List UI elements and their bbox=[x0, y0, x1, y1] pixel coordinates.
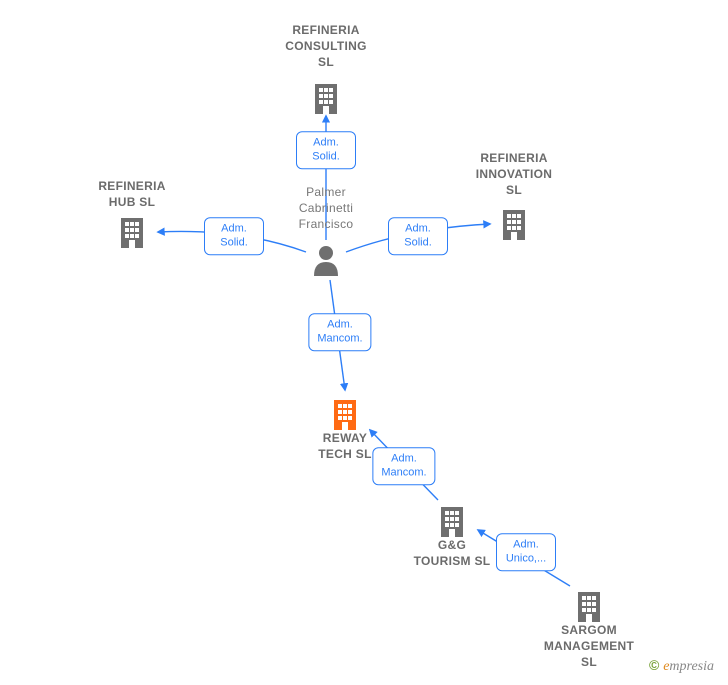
node-refineria-consulting[interactable]: REFINERIA CONSULTING SL bbox=[261, 22, 391, 71]
node-gg-tourism[interactable]: G&G TOURISM SL bbox=[387, 537, 517, 569]
node-label: SARGOM MANAGEMENT SL bbox=[524, 622, 654, 671]
person-icon bbox=[261, 244, 391, 276]
node-sargom[interactable]: SARGOM MANAGEMENT SL bbox=[524, 622, 654, 671]
watermark: © empresia bbox=[649, 657, 714, 675]
node-label: G&G TOURISM SL bbox=[387, 537, 517, 569]
edge-label-reway: Adm. Mancom. bbox=[308, 313, 371, 351]
copyright-symbol: © bbox=[649, 657, 659, 673]
node-icon-refineria-consulting[interactable] bbox=[261, 78, 391, 120]
node-label: REFINERIA HUB SL bbox=[67, 178, 197, 210]
building-icon bbox=[387, 505, 517, 539]
node-label: REFINERIA CONSULTING SL bbox=[261, 22, 391, 71]
building-icon bbox=[67, 216, 197, 250]
node-icon-person[interactable] bbox=[261, 240, 391, 280]
edge-label-hub: Adm. Solid. bbox=[204, 217, 264, 255]
node-icon-refineria-innovation[interactable] bbox=[449, 204, 579, 246]
diagram-canvas: Adm. Solid. Adm. Solid. Adm. Solid. Adm.… bbox=[0, 0, 728, 685]
node-refineria-innovation[interactable]: REFINERIA INNOVATION SL bbox=[449, 150, 579, 199]
brand-rest: mpresia bbox=[669, 659, 714, 674]
building-icon bbox=[261, 82, 391, 116]
node-label: REFINERIA INNOVATION SL bbox=[449, 150, 579, 199]
node-label: Palmer Cabrinetti Francisco bbox=[261, 184, 391, 233]
node-refineria-hub[interactable]: REFINERIA HUB SL bbox=[67, 178, 197, 210]
node-icon-refineria-hub[interactable] bbox=[67, 212, 197, 254]
building-icon bbox=[524, 590, 654, 624]
node-person[interactable]: Palmer Cabrinetti Francisco bbox=[261, 184, 391, 233]
edge-label-innovation: Adm. Solid. bbox=[388, 217, 448, 255]
building-icon bbox=[280, 398, 410, 432]
node-label: REWAY TECH SL bbox=[280, 430, 410, 462]
building-icon bbox=[449, 208, 579, 242]
edge-label-consulting: Adm. Solid. bbox=[296, 131, 356, 169]
node-reway-tech[interactable]: REWAY TECH SL bbox=[280, 430, 410, 462]
